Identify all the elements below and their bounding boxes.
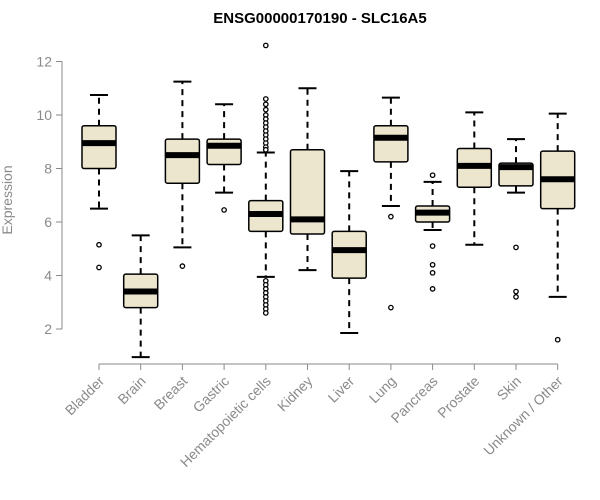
x-tick-label: Breast xyxy=(151,373,191,413)
outlier-point xyxy=(221,207,227,213)
y-tick-label: 4 xyxy=(44,268,52,284)
box-breast xyxy=(164,80,201,269)
box-gastric xyxy=(206,103,242,213)
box-iqr xyxy=(373,124,409,163)
box-bladder xyxy=(81,93,117,271)
box-series xyxy=(81,42,576,359)
outlier-point xyxy=(429,261,436,268)
box-iqr xyxy=(164,138,201,184)
outlier-point xyxy=(96,264,102,271)
outlier-point xyxy=(96,241,102,248)
outlier-point xyxy=(429,172,436,179)
box-unknown-other xyxy=(539,112,576,343)
outlier-point xyxy=(262,310,269,316)
x-tick-label: Liver xyxy=(325,373,358,406)
outlier-point xyxy=(262,42,269,49)
outlier-point xyxy=(554,336,561,343)
outlier-point xyxy=(429,286,436,292)
box-hematopoietic-cells xyxy=(248,42,284,316)
outlier-point xyxy=(262,106,269,113)
outlier-point xyxy=(388,304,394,311)
y-tick-label: 2 xyxy=(44,321,52,337)
box-pancreas xyxy=(414,172,451,292)
outlier-point xyxy=(388,213,394,220)
x-tick-label: Skin xyxy=(494,373,525,404)
outlier-point xyxy=(179,263,186,269)
outlier-point xyxy=(513,294,519,300)
x-tick-label: Brain xyxy=(114,373,148,407)
outlier-point xyxy=(513,244,519,251)
x-tick-label: Prostate xyxy=(434,373,482,421)
box-iqr xyxy=(81,124,117,170)
outlier-point xyxy=(513,288,519,295)
box-kidney xyxy=(289,87,326,272)
box-lung xyxy=(373,96,409,311)
outlier-point xyxy=(429,243,436,249)
box-iqr xyxy=(331,230,367,279)
box-skin xyxy=(498,138,534,300)
x-tick-label: Kidney xyxy=(274,373,316,415)
x-tick-label: Lung xyxy=(366,373,399,406)
y-tick-label: 10 xyxy=(36,107,52,123)
outlier-point xyxy=(262,96,269,102)
chart-title: ENSG00000170190 - SLC16A5 xyxy=(213,10,426,27)
y-tick-label: 12 xyxy=(36,54,52,70)
outlier-point xyxy=(429,269,436,276)
y-axis-ticks: 2 4 6 8 10 12 xyxy=(36,54,62,337)
box-liver xyxy=(331,170,367,335)
x-tick-label: Unknown / Other xyxy=(480,373,566,459)
y-axis-label: Expression xyxy=(0,165,15,234)
outlier-point xyxy=(262,146,269,153)
x-tick-label: Bladder xyxy=(62,373,108,419)
box-iqr xyxy=(289,149,326,235)
y-tick-label: 6 xyxy=(44,214,52,230)
y-tick-label: 8 xyxy=(44,161,52,177)
box-brain xyxy=(122,234,159,359)
outlier-point xyxy=(262,101,269,108)
box-prostate xyxy=(456,111,493,246)
